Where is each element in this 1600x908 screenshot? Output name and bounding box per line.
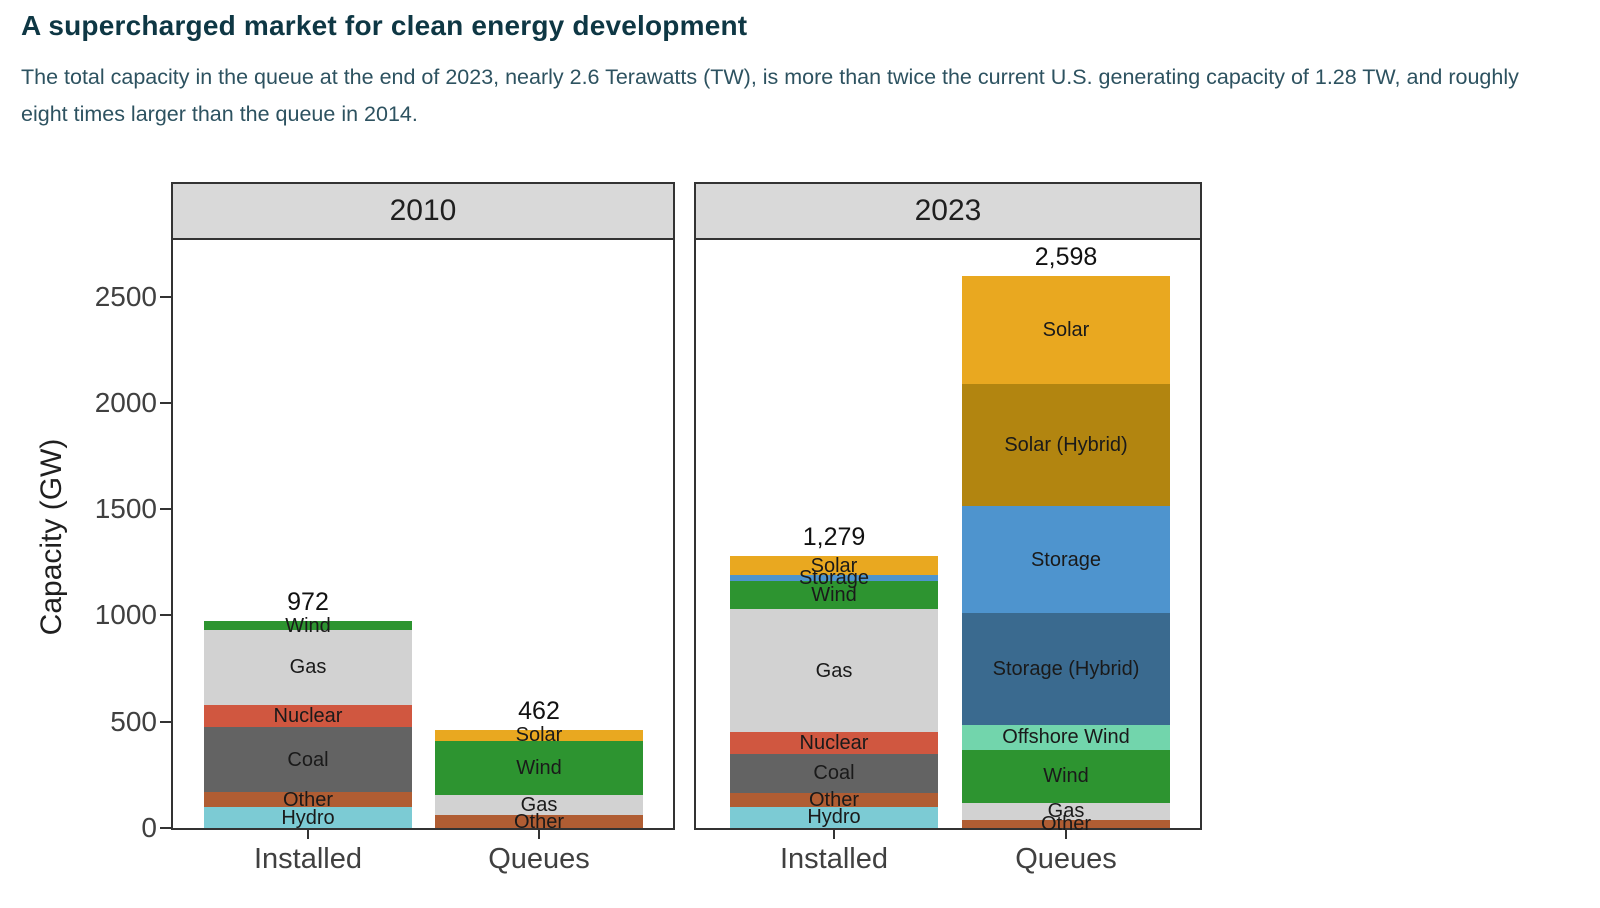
bar-segment-gas: [204, 629, 412, 705]
bar-segment-gas: [435, 794, 643, 816]
segment-label-wind: Wind: [811, 584, 857, 607]
facet-strip-2010: 2010: [171, 182, 675, 240]
segment-label-gas: Gas: [815, 659, 853, 682]
plot-area-2010: Hydro Other Coal Nuclear Gas Wind 972 Other Gas W…: [171, 240, 675, 833]
bar-segment-coal: [730, 753, 938, 794]
bar-queues-2010: Other Gas Wind Solar 462: [435, 697, 643, 833]
bar-installed-2023: Hydro Other Coal Nuclear Gas Wind Storage Solar…: [730, 523, 938, 829]
bar-installed-2010: Hydro Other Coal Nuclear Gas Wind 972: [204, 588, 412, 829]
segment-label-solar: Solar: [810, 554, 858, 577]
bar-segment-gas: [730, 609, 938, 732]
y-tick-mark: [160, 614, 171, 617]
bar-segment-hydro: [204, 807, 412, 828]
bar-segment-other: [962, 819, 1170, 828]
bar-segment-coal: [204, 726, 412, 793]
segment-label-other: Other: [513, 810, 565, 833]
segment-label-gas: Gas: [289, 656, 327, 679]
segment-label-solar: Solar: [1042, 318, 1090, 341]
segment-label-gas: Gas: [1047, 800, 1085, 823]
bar-segment-gas: [962, 802, 1170, 820]
plot-area-2023: Hydro Other Coal Nuclear Gas Wind Storage Solar…: [694, 240, 1202, 835]
y-tick-mark: [160, 827, 171, 829]
bar-segment-other: [730, 793, 938, 807]
y-tick-label: 0: [141, 812, 157, 843]
y-tick-label: 1000: [94, 599, 157, 631]
bar-segment-other: [204, 792, 412, 808]
facet-strip-2023: 2023: [694, 182, 1202, 240]
y-tick-mark: [160, 508, 171, 511]
x-axis-label-queues: Queues: [1015, 843, 1117, 875]
bar-segment-wind: [204, 621, 412, 630]
bar-segment-offshore-wind: [962, 724, 1170, 750]
segment-label-wind: Wind: [285, 614, 331, 637]
bar-queues-2023: Other Gas Wind Offshore Wind Storage (Hybrid…: [962, 243, 1170, 835]
bar-segment-storage: [962, 505, 1170, 614]
bar-segment-other: [435, 815, 643, 828]
bar-total-label: 2,598: [1034, 242, 1098, 271]
bar-segment-hydro: [730, 806, 938, 828]
segment-label-nuclear: Nuclear: [273, 704, 343, 727]
bar-segment-nuclear: [204, 704, 412, 727]
segment-label-wind: Wind: [516, 756, 562, 779]
y-tick-label: 2000: [94, 386, 157, 418]
x-tick-mark: [538, 830, 540, 839]
segment-label-solar: Solar: [515, 724, 563, 747]
bar-total-label: 1,279: [802, 523, 866, 552]
bar-segment-solar: [962, 275, 1170, 385]
facet-panel-2010: 2010 Hydro Other Coal Nuclear Gas Wind 972 Other…: [171, 182, 675, 833]
x-axis-label-queues: Queues: [488, 843, 590, 875]
y-tick-label: 1500: [94, 493, 157, 525]
y-tick-mark: [160, 401, 171, 404]
y-tick-label: 500: [110, 705, 157, 737]
segment-label-storage-hybrid: Storage (Hybrid): [992, 658, 1140, 681]
y-tick-label: 2500: [94, 280, 157, 312]
x-tick-mark: [1065, 830, 1067, 839]
segment-label-storage: Storage: [1030, 548, 1102, 571]
bar-segment-storage: [730, 575, 938, 581]
segment-label-coal: Coal: [287, 748, 329, 771]
bar-total-label: 462: [518, 696, 560, 725]
bar-segment-solar: [730, 556, 938, 576]
segment-label-offshore-wind: Offshore Wind: [1002, 726, 1130, 749]
y-tick-mark: [160, 295, 171, 298]
bar-segment-storage-hybrid: [962, 613, 1170, 725]
page-subtitle: The total capacity in the queue at the e…: [21, 65, 1519, 126]
segment-label-hydro: Hydro: [281, 806, 335, 829]
segment-label-coal: Coal: [813, 762, 855, 785]
facet-panel-2023: 2023 Hydro Other Coal Nuclear Gas Wind Storage S…: [694, 182, 1202, 835]
page-title: A supercharged market for clean energy d…: [21, 10, 748, 41]
x-tick-mark: [307, 830, 309, 839]
segment-label-storage: Storage: [798, 567, 870, 590]
bar-segment-wind: [962, 749, 1170, 803]
segment-label-nuclear: Nuclear: [799, 731, 869, 754]
segment-label-other: Other: [282, 788, 334, 811]
bar-segment-nuclear: [730, 731, 938, 754]
bar-total-label: 972: [287, 588, 329, 617]
segment-label-gas: Gas: [520, 793, 558, 816]
bar-segment-wind: [730, 580, 938, 610]
segment-label-other: Other: [808, 789, 860, 812]
segment-label-solar-hybrid: Solar (Hybrid): [1004, 433, 1128, 456]
bar-segment-wind: [435, 740, 643, 795]
bar-segment-solar-hybrid: [962, 384, 1170, 506]
x-axis-label-installed: Installed: [779, 843, 888, 875]
x-tick-mark: [833, 830, 835, 839]
segment-label-hydro: Hydro: [807, 806, 861, 829]
y-tick-mark: [160, 720, 171, 723]
x-axis-label-installed: Installed: [253, 843, 362, 875]
segment-label-wind: Wind: [1043, 765, 1089, 788]
segment-label-other: Other: [1040, 812, 1092, 835]
bar-segment-solar: [435, 729, 643, 741]
